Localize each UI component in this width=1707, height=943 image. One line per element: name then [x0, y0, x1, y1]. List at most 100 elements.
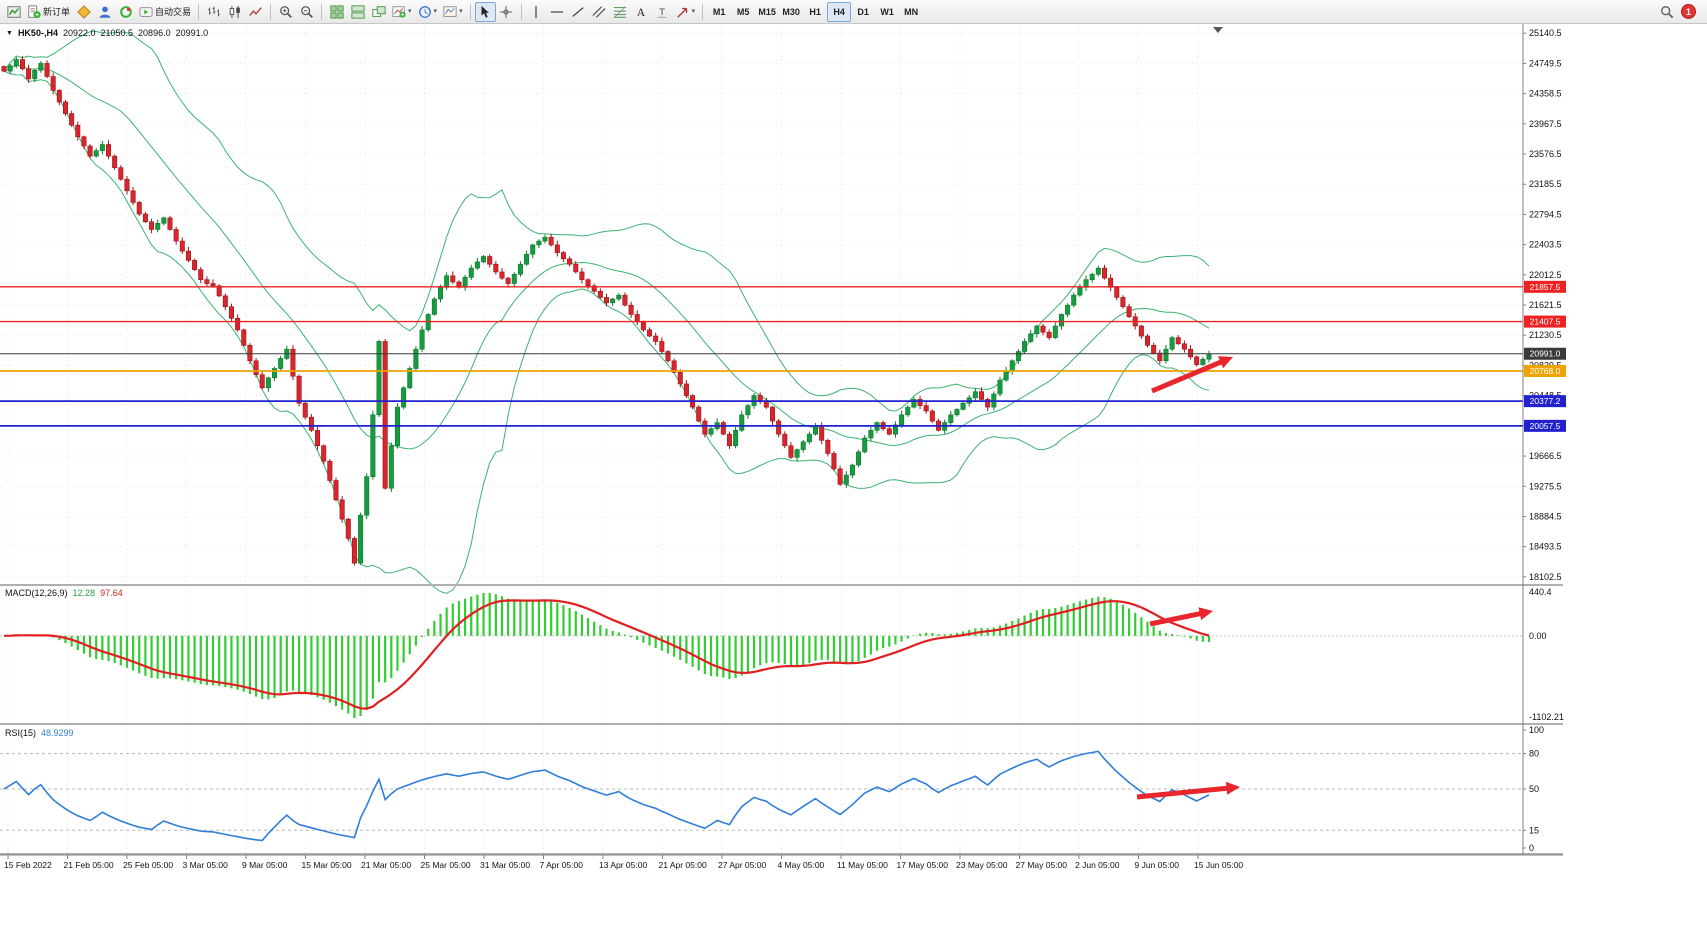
svg-text:22794.5: 22794.5 — [1529, 209, 1562, 219]
hline-icon — [550, 5, 564, 19]
tile-horizontal-button[interactable] — [347, 2, 368, 22]
cascade-windows-button[interactable] — [368, 2, 389, 22]
svg-text:21 Mar 05:00: 21 Mar 05:00 — [361, 860, 411, 870]
svg-text:50: 50 — [1529, 784, 1539, 794]
candle-body — [296, 375, 302, 404]
dropdown-caret-icon[interactable]: ▾ — [408, 8, 412, 15]
tf-m15-button[interactable]: M15 — [755, 2, 779, 22]
text-button[interactable]: A — [631, 2, 652, 22]
svg-text:15 Mar 05:00: 15 Mar 05:00 — [302, 860, 352, 870]
candle-body — [776, 420, 782, 435]
tf-d1-button[interactable]: D1 — [851, 2, 875, 22]
channel-button[interactable] — [589, 2, 610, 22]
tf-h1-button-label: H1 — [809, 6, 821, 17]
candle-body — [167, 217, 173, 230]
tf-m1-button[interactable]: M1 — [707, 2, 731, 22]
candle-body — [917, 399, 923, 406]
trend-arrow-head[interactable] — [1218, 356, 1233, 369]
zoom-in-button[interactable] — [275, 2, 296, 22]
candle-body — [444, 275, 450, 288]
new-order-button[interactable]: 新订单 — [24, 2, 73, 22]
candle-body — [1028, 333, 1034, 342]
metaeditor-button[interactable] — [73, 2, 94, 22]
zoom-out-button[interactable] — [296, 2, 317, 22]
toolbar-separator — [198, 3, 200, 20]
trend-arrow — [1149, 610, 1205, 627]
svg-text:21621.5: 21621.5 — [1529, 300, 1562, 310]
add-indicator-button[interactable]: ▾ — [389, 2, 415, 22]
period-icon — [418, 5, 432, 19]
dropdown-caret-icon[interactable]: ▾ — [691, 8, 696, 15]
candle-body — [38, 63, 44, 71]
svg-text:11 May 05:00: 11 May 05:00 — [837, 860, 888, 870]
candle-body — [106, 144, 112, 157]
tf-m30-button[interactable]: M30 — [779, 2, 803, 22]
candle-body — [179, 240, 185, 252]
candle-body — [554, 244, 560, 253]
svg-text:7 Apr 05:00: 7 Apr 05:00 — [540, 860, 584, 870]
dropdown-caret-icon[interactable]: ▾ — [459, 8, 463, 15]
rsi-line — [3, 750, 1210, 842]
app-icon — [6, 5, 21, 19]
period-button[interactable]: ▾ — [415, 2, 441, 22]
svg-text:18102.5: 18102.5 — [1529, 572, 1562, 582]
candle-body — [222, 295, 228, 308]
svg-text:19666.5: 19666.5 — [1529, 451, 1562, 461]
trend-arrow-head[interactable] — [1225, 781, 1240, 795]
candle-body — [1120, 297, 1126, 308]
crosshair-button[interactable] — [496, 2, 517, 22]
candle-body — [50, 76, 56, 91]
trend-arrow-head[interactable] — [1198, 607, 1214, 621]
tf-w1-button[interactable]: W1 — [875, 2, 899, 22]
price-tag — [1524, 395, 1566, 408]
dropdown-caret-icon[interactable]: ▾ — [433, 8, 438, 15]
search-icon[interactable] — [1660, 5, 1674, 19]
tf-h1-button[interactable]: H1 — [803, 2, 827, 22]
label-button[interactable]: T — [652, 2, 673, 22]
fibonacci-button[interactable] — [610, 2, 631, 22]
candle-body — [972, 391, 978, 399]
candle-body — [1065, 304, 1071, 315]
candle-body — [1003, 370, 1009, 381]
horizontal-line-button[interactable] — [547, 2, 568, 22]
candle-body — [647, 329, 653, 337]
macd-signal-line — [3, 599, 1210, 710]
vertical-line-button[interactable] — [526, 2, 547, 22]
notification-badge[interactable]: 1 — [1681, 4, 1696, 19]
candle-body — [130, 190, 136, 203]
tf-mn-button[interactable]: MN — [899, 2, 923, 22]
community-button[interactable] — [115, 2, 136, 22]
candle-body — [524, 253, 530, 265]
svg-text:100: 100 — [1529, 725, 1544, 735]
tile-windows-button[interactable] — [326, 2, 347, 22]
macd-indicator-name: MACD(12,26,9) — [5, 588, 68, 598]
svg-text:22403.5: 22403.5 — [1529, 240, 1562, 250]
cursor-button[interactable] — [474, 1, 496, 22]
trend-arrow — [1136, 785, 1232, 800]
candle-body — [419, 329, 425, 350]
template-button[interactable]: ▾ — [440, 2, 466, 22]
candle-body — [315, 429, 321, 447]
candle-body — [726, 433, 732, 447]
candle-body — [278, 358, 284, 369]
candle-body — [1157, 352, 1163, 362]
trendline-icon — [571, 5, 585, 19]
app-icon-button[interactable] — [3, 2, 24, 22]
bar-chart-button[interactable] — [203, 2, 224, 22]
candlestick-chart-button[interactable] — [224, 2, 245, 22]
shapes-button[interactable]: ▾ — [673, 2, 699, 22]
candle-body — [591, 285, 597, 292]
candle-body — [142, 213, 148, 223]
candle-body — [382, 341, 388, 489]
profile-button[interactable] — [94, 2, 115, 22]
svg-text:21230.5: 21230.5 — [1529, 330, 1562, 340]
tf-h4-button[interactable]: H4 — [827, 1, 852, 22]
line-chart-button[interactable] — [245, 2, 266, 22]
price-tag — [1524, 347, 1566, 360]
svg-text:23 May 05:00: 23 May 05:00 — [956, 860, 1008, 870]
tf-m5-button[interactable]: M5 — [731, 2, 755, 22]
trendline-button[interactable] — [568, 2, 589, 22]
collapse-chart-icon[interactable]: ▼ — [6, 29, 13, 37]
autotrading-button[interactable]: 自动交易 — [136, 2, 194, 22]
